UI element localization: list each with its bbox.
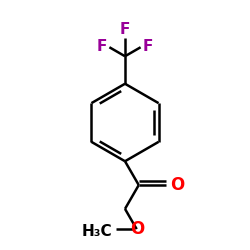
Text: O: O (170, 176, 184, 194)
Text: O: O (130, 220, 144, 238)
Text: F: F (120, 22, 130, 37)
Text: F: F (142, 39, 153, 54)
Text: F: F (97, 39, 108, 54)
Text: H₃C: H₃C (82, 224, 112, 239)
